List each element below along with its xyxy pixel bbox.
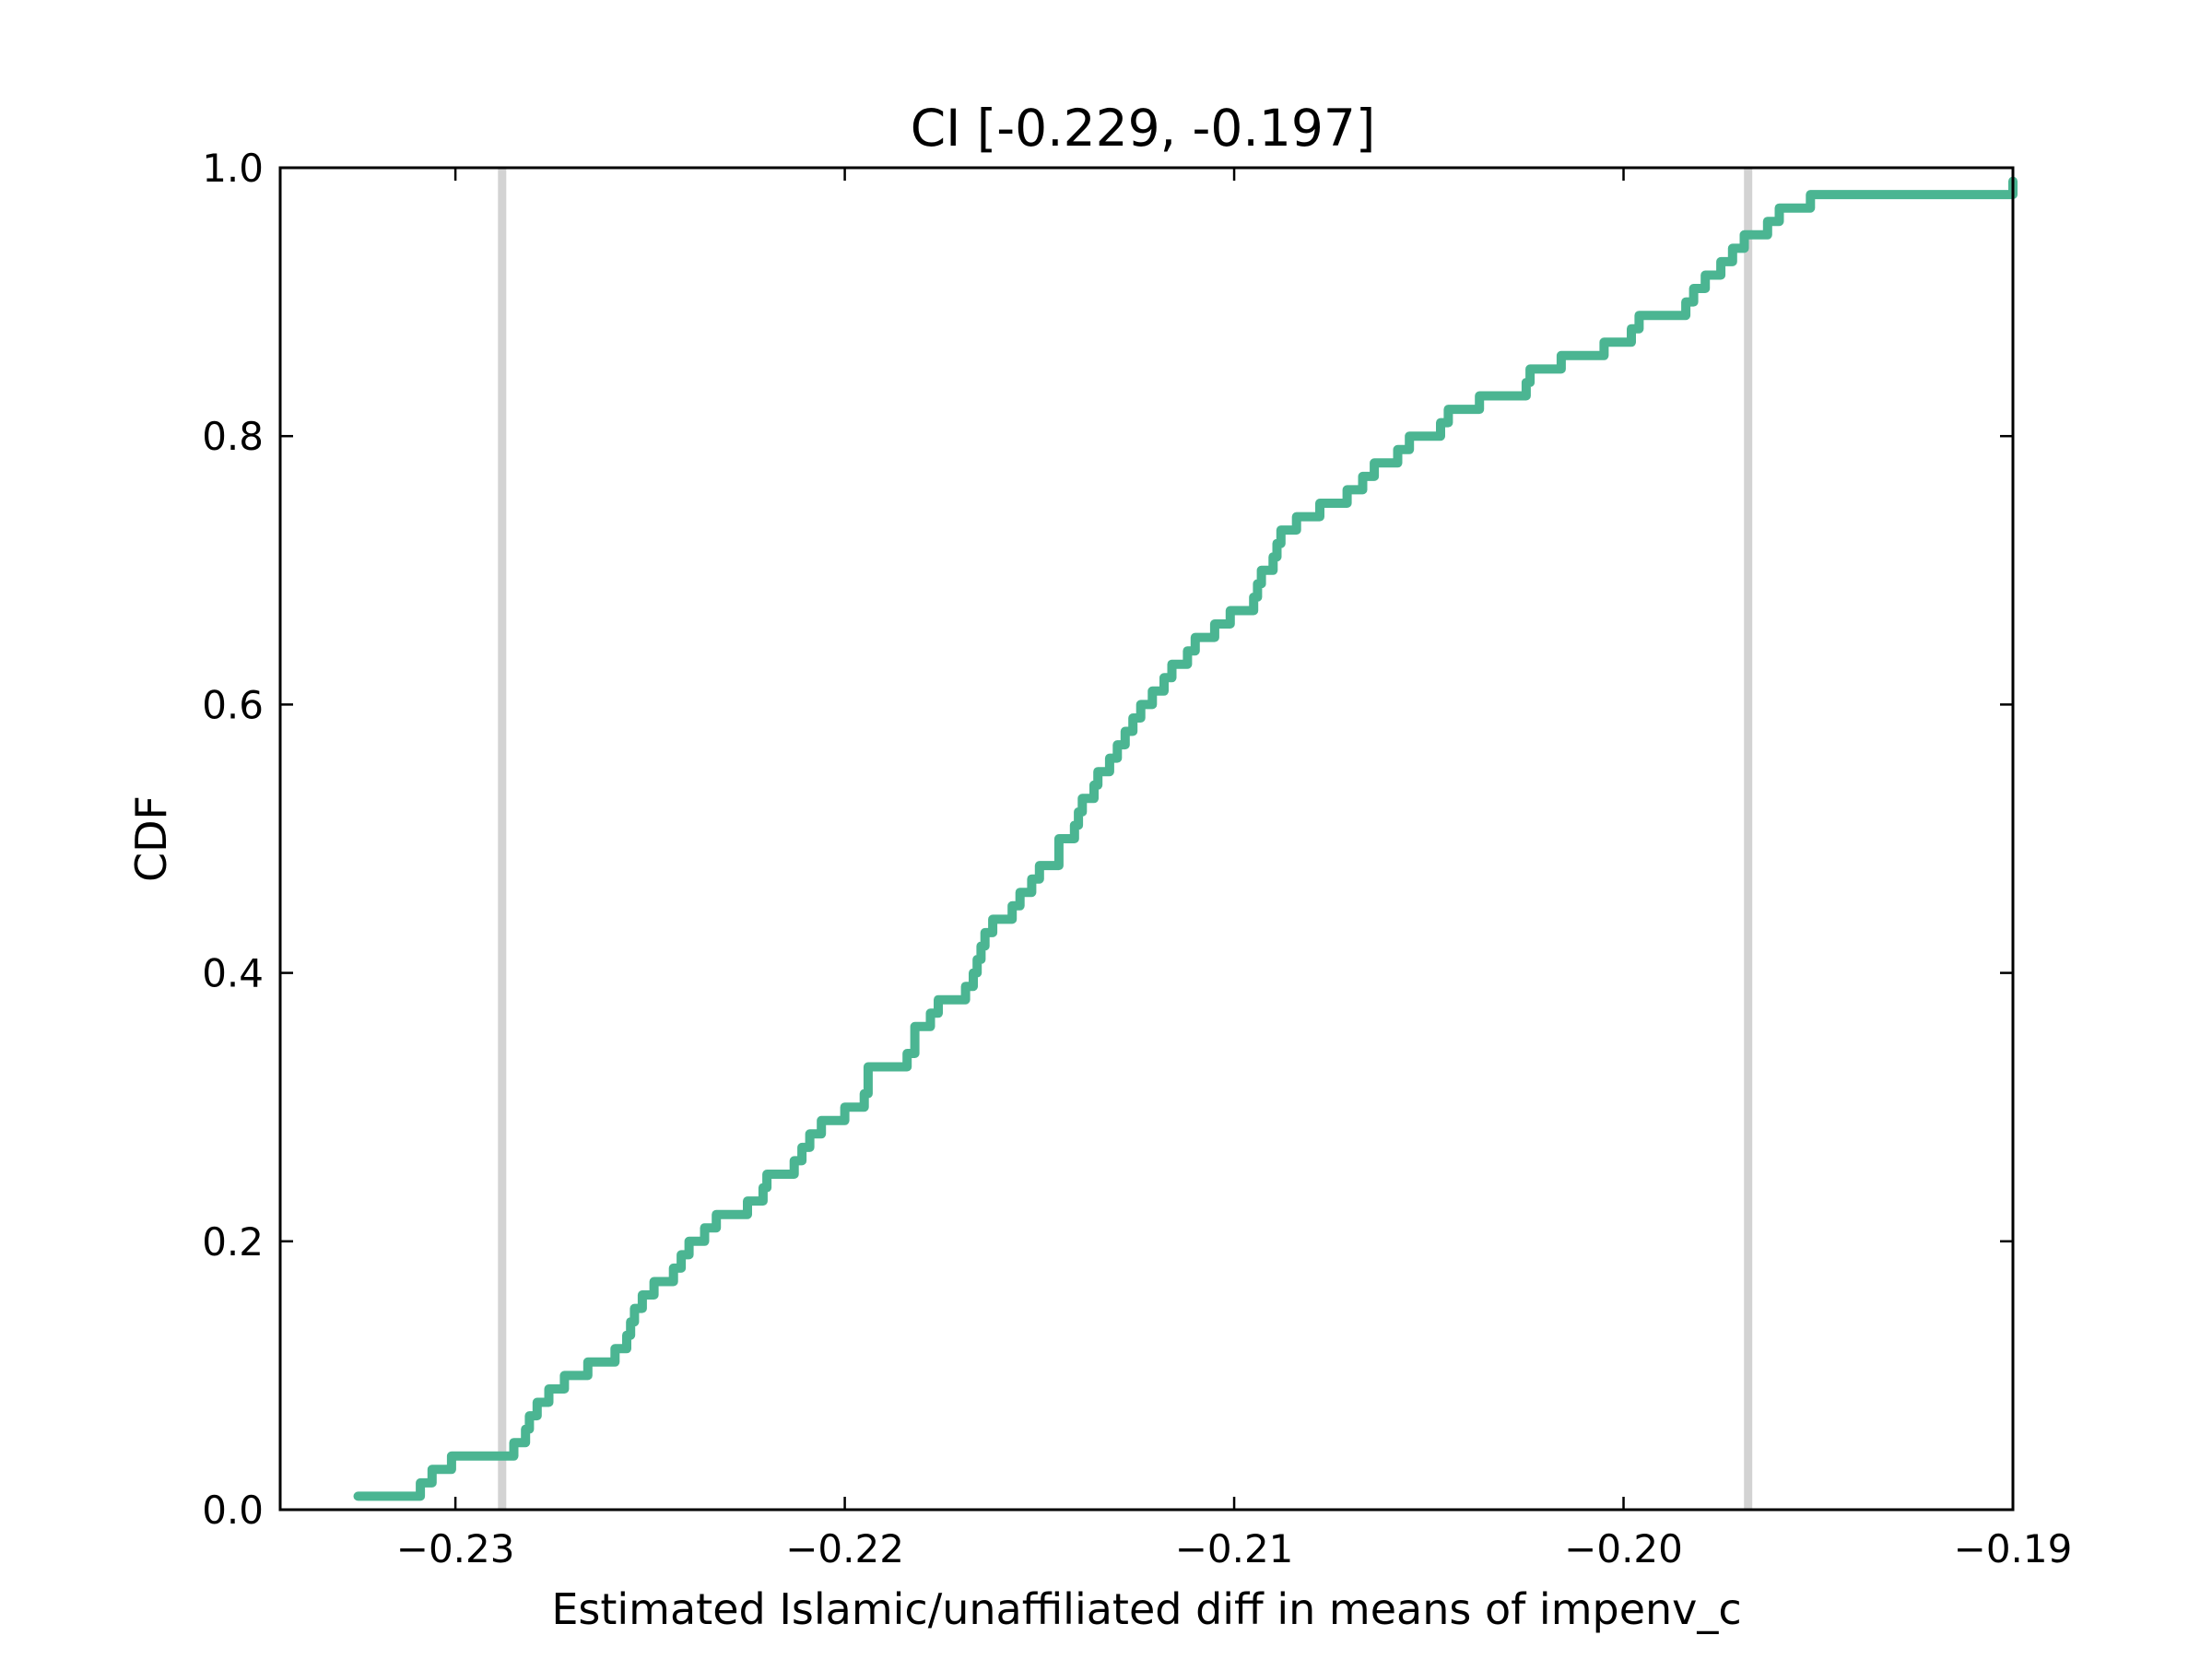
cdf-series (353, 176, 2018, 1501)
y-tick-label: 1.0 (202, 146, 264, 191)
y-tick-label: 0.2 (202, 1219, 264, 1265)
chart-title: CI [-0.229, -0.197] (911, 99, 1376, 158)
x-tick-label: −0.22 (785, 1526, 904, 1571)
cdf-step-line (353, 176, 2018, 1501)
x-tick-label: −0.23 (396, 1526, 515, 1571)
ci-lines (498, 168, 1753, 1510)
y-tick-label: 0.0 (202, 1488, 264, 1533)
y-tick-label: 0.6 (202, 682, 264, 727)
x-tick-label: −0.19 (1954, 1526, 2073, 1571)
x-axis-ticks: −0.23 −0.22 −0.21 −0.20 −0.19 (396, 168, 2073, 1571)
x-axis-title: Estimated Islamic/unaffiliated diff in m… (551, 1584, 1741, 1634)
plot-frame (278, 166, 2015, 1512)
x-tick-label: −0.21 (1175, 1526, 1294, 1571)
y-tick-label: 0.8 (202, 414, 264, 459)
x-tick-label: −0.20 (1564, 1526, 1683, 1571)
y-axis-title: CDF (126, 795, 176, 882)
y-tick-label: 0.4 (202, 951, 264, 996)
y-axis-ticks: 0.0 0.2 0.4 0.6 0.8 1.0 (202, 146, 2013, 1533)
